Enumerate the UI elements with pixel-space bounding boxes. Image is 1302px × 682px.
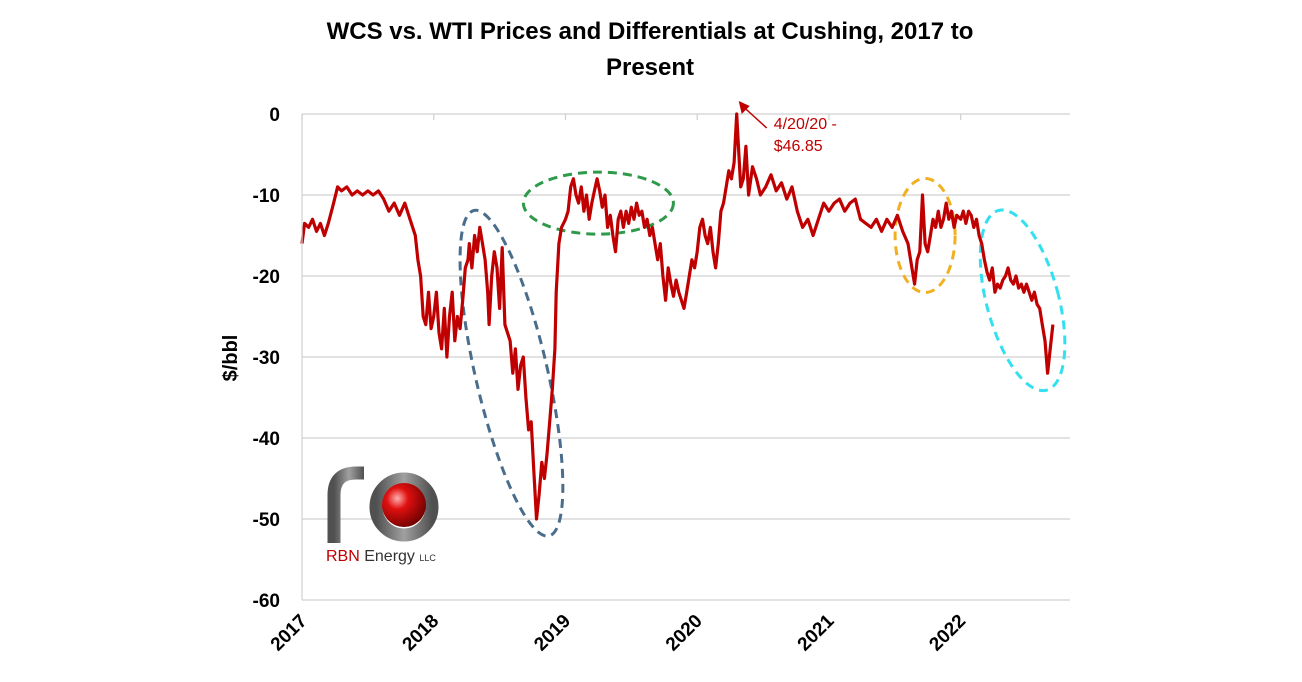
- x-tick-label: 2020: [662, 611, 707, 656]
- x-tick-label: 2021: [794, 610, 839, 655]
- logo-wordmark: RBN Energy LLC: [326, 548, 436, 566]
- annotation-text-line2: $46.85: [774, 138, 823, 155]
- chart-title-line1: WCS vs. WTI Prices and Differentials at …: [326, 18, 974, 45]
- y-tick-label: -10: [253, 186, 280, 207]
- x-tick-label: 2018: [399, 611, 444, 656]
- highlight-ellipse: [458, 208, 565, 538]
- annotation-text-line1: 4/20/20 -: [774, 116, 837, 133]
- x-tick-label: 2017: [267, 611, 312, 656]
- rbn-logo: [327, 437, 439, 543]
- y-axis-label: $/bbl: [220, 335, 242, 382]
- y-tick-label: 0: [269, 105, 280, 126]
- logo-r-tube: [327, 466, 364, 543]
- highlight-ellipse: [521, 170, 675, 236]
- highlight-ellipse: [978, 208, 1067, 393]
- annotation-group: 4/20/20 - $46.85: [738, 101, 837, 155]
- logo-sphere: [382, 483, 426, 527]
- y-tick-label: -50: [253, 510, 280, 531]
- chart-title-line2: Present: [605, 54, 695, 81]
- y-tick-label: -30: [253, 348, 280, 369]
- logo-llc-text: LLC: [419, 553, 436, 563]
- y-tick-label: -20: [253, 267, 280, 288]
- series-group: [300, 112, 1055, 521]
- y-tick-label: -40: [253, 429, 280, 450]
- logo-b-bowl: [369, 472, 439, 542]
- chart-title: WCS vs. WTI Prices and Differentials at …: [300, 14, 1000, 86]
- x-tick-label: 2019: [530, 611, 575, 656]
- logo-rbn-text: RBN: [326, 548, 360, 565]
- logo-energy-text: Energy: [359, 548, 415, 565]
- y-tick-label: -60: [253, 591, 280, 612]
- x-tick-label: 2022: [925, 611, 970, 656]
- highlight-ellipses: [458, 170, 1067, 538]
- highlight-ellipse: [893, 177, 957, 294]
- annotation-arrowhead: [738, 101, 750, 114]
- series-line: [300, 112, 1055, 521]
- annotation-arrow-line: [744, 107, 768, 129]
